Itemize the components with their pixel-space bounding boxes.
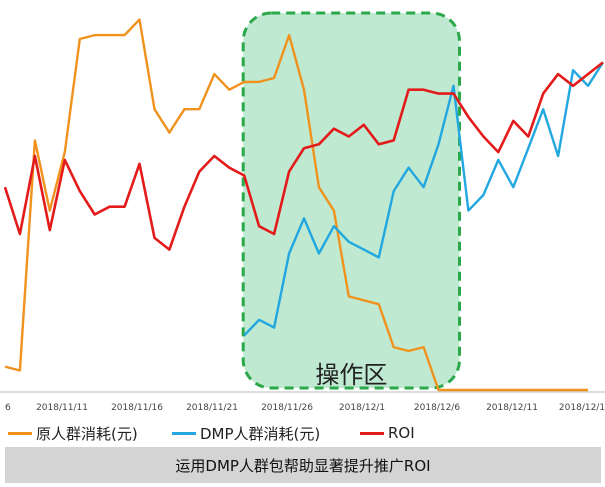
operation-zone-label: 操作区: [315, 361, 387, 389]
legend-label-orig: 原人群消耗(元): [36, 424, 138, 443]
legend-swatch-roi: [360, 431, 384, 435]
legend-swatch-dmp: [172, 431, 196, 435]
legend-item-dmp: DMP人群消耗(元): [172, 423, 320, 443]
x-tick-label: 2018/12/11: [486, 403, 538, 413]
caption-bar: 运用DMP人群包帮助显著提升推广ROI: [5, 447, 601, 483]
legend: 原人群消耗(元) DMP人群消耗(元) ROI: [0, 418, 605, 448]
x-tick-label: 2018/12/6: [414, 403, 460, 413]
caption-text: 运用DMP人群包帮助显著提升推广ROI: [175, 456, 431, 475]
series-line-0: [4, 18, 588, 392]
x-tick-labels: 6 2018/11/11 2018/11/16 2018/11/21 2018/11/2…: [5, 403, 605, 413]
legend-item-orig: 原人群消耗(元): [8, 423, 138, 443]
series-layer: [3, 18, 605, 392]
series-line-2: [3, 61, 604, 251]
legend-item-roi: ROI: [360, 423, 415, 443]
x-tick-label: 2018/11/11: [36, 403, 88, 413]
x-tick-label: 2018/12/1: [559, 403, 605, 413]
operation-zone: [241, 11, 461, 390]
legend-label-roi: ROI: [388, 424, 415, 442]
line-chart: 6 2018/11/11 2018/11/16 2018/11/21 2018/11/2…: [0, 11, 605, 413]
legend-label-dmp: DMP人群消耗(元): [200, 424, 321, 443]
x-tick-label: 6: [5, 403, 11, 413]
x-tick-label: 2018/11/26: [261, 403, 313, 413]
legend-swatch-orig: [8, 431, 32, 435]
x-tick-label: 2018/11/16: [111, 403, 163, 413]
series-line-1: [243, 61, 605, 337]
x-tick-label: 2018/12/1: [339, 403, 385, 413]
x-tick-label: 2018/11/21: [186, 403, 238, 413]
